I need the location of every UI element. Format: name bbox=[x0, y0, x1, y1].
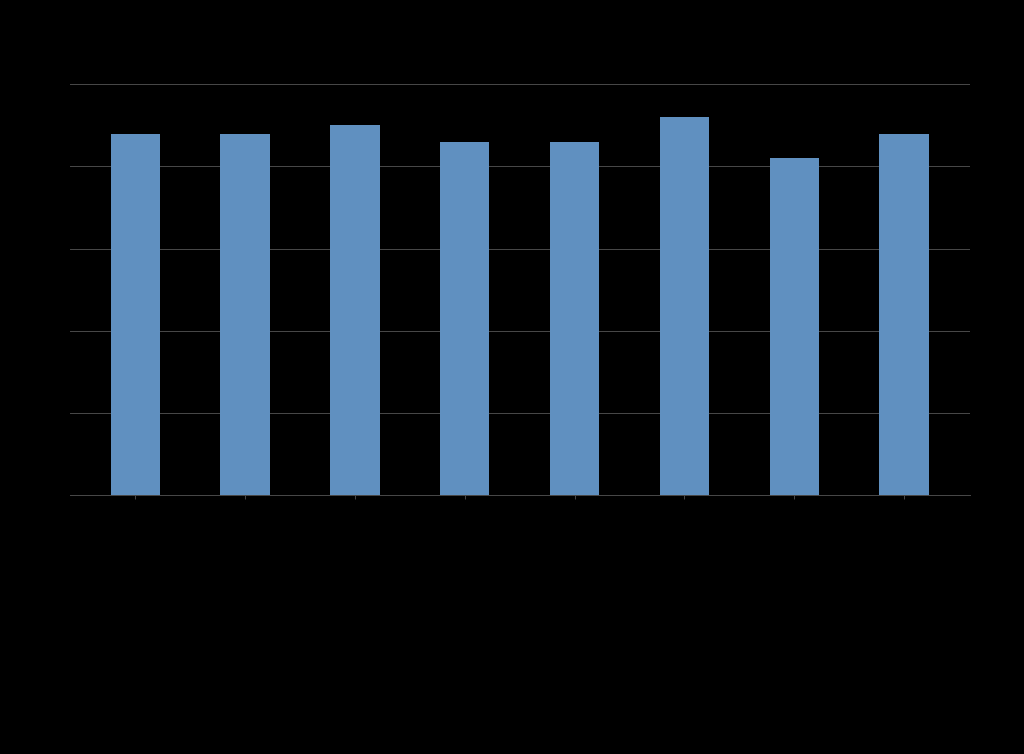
Bar bbox=[659, 118, 710, 495]
Bar bbox=[550, 142, 599, 495]
Bar bbox=[880, 133, 929, 495]
Bar bbox=[220, 133, 269, 495]
Bar bbox=[440, 142, 489, 495]
Bar bbox=[111, 133, 160, 495]
Bar bbox=[330, 125, 380, 495]
Bar bbox=[770, 158, 819, 495]
